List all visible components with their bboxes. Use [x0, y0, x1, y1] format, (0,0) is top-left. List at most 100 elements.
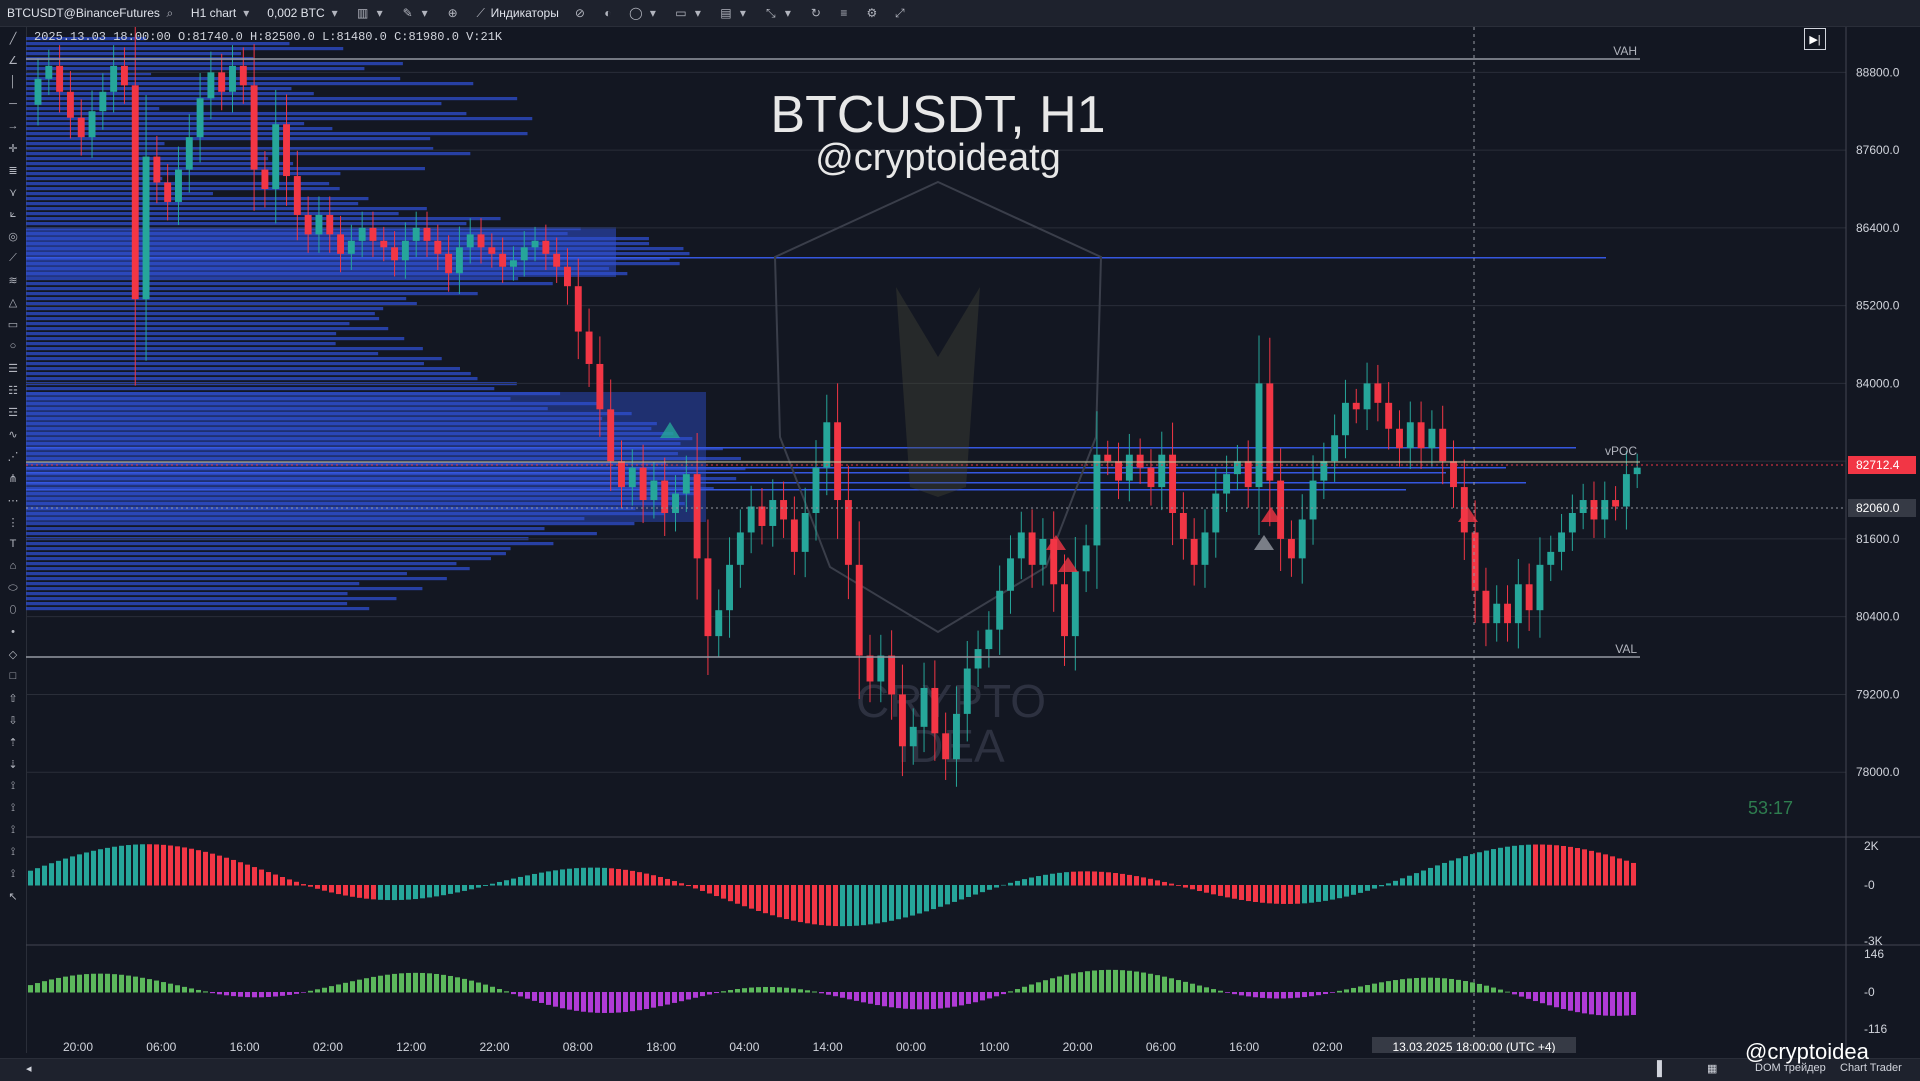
ellipse-tool-icon[interactable]: ⬯ — [9, 603, 17, 616]
rectangle-tool-icon[interactable]: ▭ — [7, 318, 19, 331]
symbol-selector[interactable]: BTCUSDT@BinanceFutures ⌕ — [0, 5, 184, 21]
scroll-left-icon[interactable]: ◂ — [26, 1063, 32, 1075]
candle-body — [99, 91, 107, 112]
list-tool-icon[interactable]: ☰ — [8, 362, 18, 375]
arrow-down-tool-icon[interactable]: ⇩ — [8, 714, 18, 727]
volume-profile-bar — [26, 87, 292, 91]
list3-tool-icon[interactable]: ☲ — [8, 406, 18, 419]
pattern-tool-icon[interactable]: ⋔ — [8, 472, 18, 485]
candle-body — [931, 687, 939, 734]
vertical-line-tool-icon[interactable]: │ — [9, 76, 17, 88]
measure4-tool-icon[interactable]: ⟟ — [10, 845, 16, 858]
dom-trader-button[interactable]: DOM трейдер — [1755, 1062, 1826, 1074]
candle-body — [380, 240, 388, 248]
oscillator2-bar — [735, 989, 740, 993]
horizontal-line-tool-icon[interactable]: ─ — [9, 98, 17, 110]
alert-dropdown[interactable]: ⤡ ▾ — [757, 6, 802, 21]
drawing-dropdown[interactable]: ✎ ▾ — [394, 6, 439, 20]
oscillator1-bar — [1603, 854, 1608, 886]
oscillator2-bar — [854, 992, 859, 1001]
trendline-tool-icon[interactable]: ╱ — [9, 32, 17, 45]
oscillator2-bar — [1267, 992, 1272, 999]
oscillator1-bar — [315, 885, 320, 889]
quantity-dropdown[interactable]: 0,002 BTC ▾ — [260, 6, 348, 20]
chart-trader-button[interactable]: Chart Trader — [1840, 1062, 1902, 1074]
text-tool-icon[interactable]: T — [9, 538, 17, 550]
dotted-vert-tool-icon[interactable]: ⋮ — [7, 516, 19, 529]
diamond-tool-icon[interactable]: ◇ — [8, 648, 18, 661]
arrow-up-tool-icon[interactable]: ⇧ — [8, 692, 18, 705]
settings-button[interactable]: ⚙ — [858, 6, 886, 20]
time-tick-label: 16:00 — [230, 1040, 260, 1053]
cursor-tool-icon[interactable]: ↖ — [8, 890, 18, 903]
lines-tool-icon[interactable]: ≋ — [8, 274, 18, 287]
compare-button[interactable]: ◐ — [594, 6, 622, 20]
val-label: VAL — [1615, 642, 1637, 656]
spiral-tool-icon[interactable]: ◎ — [8, 230, 18, 243]
channel-tool-icon[interactable]: ≣ — [8, 164, 18, 177]
oval-tool-icon[interactable]: ⬭ — [8, 581, 18, 594]
arrow-tool-icon[interactable]: → — [7, 120, 19, 132]
measure2-tool-icon[interactable]: ⟟ — [10, 801, 16, 814]
candle-body — [1147, 467, 1155, 488]
measure-tool-icon[interactable]: ⟟ — [10, 779, 16, 792]
fullscreen-button[interactable]: ⤢ — [886, 6, 914, 20]
oscillator2-bar — [1141, 972, 1146, 993]
path-tool-icon[interactable]: ⋰ — [7, 450, 19, 463]
oscillator2-bar — [168, 983, 173, 993]
oscillator2-bar — [847, 992, 852, 1000]
oscillator2-bar — [805, 990, 810, 993]
dot-tool-icon[interactable]: • — [11, 626, 15, 638]
triangle-tool-icon[interactable]: △ — [8, 296, 18, 309]
sort-down-tool-icon[interactable]: ⇣ — [8, 758, 18, 771]
angle-tool-icon[interactable]: ∠ — [8, 54, 18, 67]
ruler-tool-icon[interactable]: ⟋ — [9, 251, 17, 264]
oscillator2-bar — [1036, 982, 1041, 993]
zoom-button[interactable]: ⊕ — [439, 6, 467, 20]
price-tick-label: 85200.0 — [1856, 299, 1900, 313]
volume-profile-bar — [26, 507, 636, 511]
skip-forward-icon: ▶| — [1809, 33, 1821, 46]
oscillator1-bar — [126, 845, 131, 886]
interval-dropdown[interactable]: H1 chart ▾ — [184, 6, 260, 20]
oscillator2-bar — [133, 976, 138, 993]
search-icon[interactable]: ⌕ — [166, 5, 174, 20]
square-tool-icon[interactable]: □ — [9, 670, 17, 682]
chart-type-dropdown[interactable]: ▥ ▾ — [349, 6, 394, 20]
refresh-button[interactable]: ↻ — [802, 6, 830, 20]
oscillator2-bar — [217, 992, 222, 995]
layout-dropdown[interactable]: ▭ ▾ — [667, 6, 712, 20]
measure5-tool-icon[interactable]: ⟟ — [10, 867, 16, 880]
objects-dropdown[interactable]: ◯ ▾ — [622, 6, 667, 20]
pitchfork-tool-icon[interactable]: ⋎ — [8, 186, 18, 199]
candle-body — [780, 500, 788, 520]
go-to-realtime-button[interactable]: ▶| — [1804, 28, 1826, 50]
crosshair-tool-icon[interactable]: ✛ — [8, 142, 18, 155]
tag-tool-icon[interactable]: ⌂ — [9, 560, 17, 572]
calendar-icon[interactable]: ▦ — [1707, 1063, 1718, 1075]
candle-body — [391, 247, 399, 261]
measure3-tool-icon[interactable]: ⟟ — [10, 823, 16, 836]
oscillator2-bar — [406, 972, 411, 993]
sort-up-tool-icon[interactable]: ⇡ — [8, 736, 18, 749]
database-button[interactable]: ≡ — [830, 6, 858, 20]
oscillator1-bar — [1288, 885, 1293, 904]
circle-tool-icon[interactable]: ○ — [9, 340, 17, 352]
list2-tool-icon[interactable]: ☷ — [8, 384, 18, 397]
oscillator1-bar — [581, 867, 586, 886]
dotted-box-tool-icon[interactable]: ⋯ — [7, 494, 19, 507]
volume-profile-bar — [26, 317, 380, 321]
indicators-button[interactable]: ⟋ Индикаторы — [467, 6, 566, 21]
wave-tool-icon[interactable]: ∿ — [8, 428, 18, 441]
chevron-down-icon: ▾ — [421, 6, 428, 20]
chart-area[interactable]: BTCUSDT, H1 @cryptoideatg CRYPTO IDEA VA… — [26, 0, 1920, 1055]
oscillator1-bar — [378, 885, 383, 900]
main-chart-svg[interactable]: BTCUSDT, H1 @cryptoideatg CRYPTO IDEA VA… — [26, 0, 1920, 1055]
template-dropdown[interactable]: ▤ ▾ — [712, 6, 757, 20]
scroll-handle-icon[interactable]: ▐ — [1652, 1060, 1662, 1076]
candle-body — [34, 78, 42, 105]
hide-button[interactable]: ⊘ — [566, 6, 594, 20]
oscillator2-bar — [1603, 992, 1608, 1016]
oscillator2-bar — [651, 992, 656, 1008]
fib-tool-icon[interactable]: ⟀ — [9, 207, 17, 220]
